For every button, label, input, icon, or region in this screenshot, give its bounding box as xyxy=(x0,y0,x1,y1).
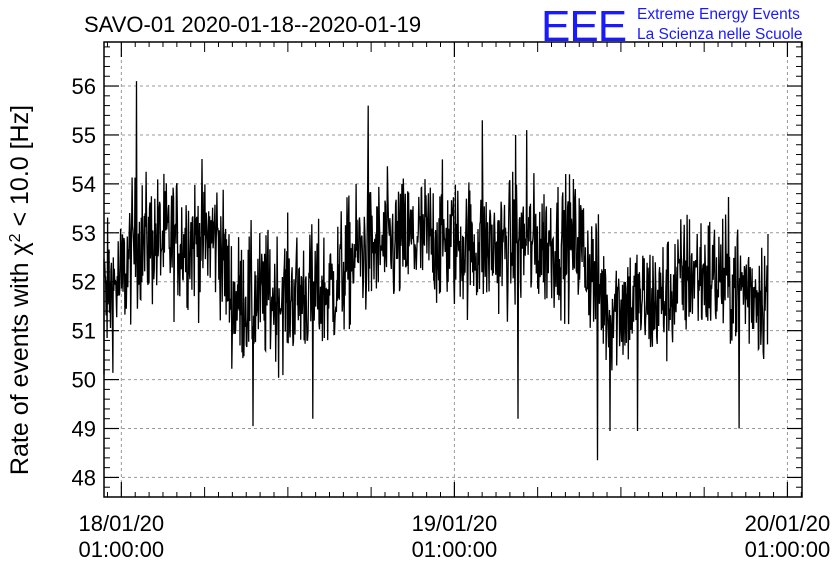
x-tick-date: 18/01/20 xyxy=(79,511,165,536)
y-tick-label: 55 xyxy=(72,123,96,148)
series-line xyxy=(103,81,769,461)
series-group xyxy=(103,81,769,461)
y-tick-label: 50 xyxy=(72,368,96,393)
x-tick-time: 01:00:00 xyxy=(79,537,165,562)
x-tick-date: 19/01/20 xyxy=(412,511,498,536)
y-tick-label: 51 xyxy=(72,319,96,344)
logo-line-1: Extreme Energy Events xyxy=(637,6,800,23)
y-tick-labels: 48 49 50 51 52 53 54 55 56 xyxy=(72,74,96,490)
y-tick-label: 52 xyxy=(72,270,96,295)
plot-frame xyxy=(103,41,803,498)
logo-mark: EEE xyxy=(541,2,626,51)
y-tick-label: 48 xyxy=(72,465,96,490)
x-tick-date: 20/01/20 xyxy=(745,511,831,536)
logo-line-2: La Scienza nelle Scuole xyxy=(637,26,802,43)
x-tick-time: 01:00:00 xyxy=(745,537,831,562)
tick-marks xyxy=(104,42,802,498)
y-tick-label: 56 xyxy=(72,74,96,99)
chart-title: SAVO-01 2020-01-18--2020-01-19 xyxy=(84,12,421,37)
y-tick-label: 54 xyxy=(72,172,96,197)
y-axis-label: Rate of events with χ2 < 10.0 [Hz] xyxy=(6,105,34,475)
x-tick-labels: 18/01/2001:00:0019/01/2001:00:0020/01/20… xyxy=(79,511,831,562)
y-tick-label: 53 xyxy=(72,221,96,246)
x-tick-time: 01:00:00 xyxy=(412,537,498,562)
eee-logo: EEE Extreme Energy Events La Scienza nel… xyxy=(541,2,802,51)
grid-lines xyxy=(104,42,802,497)
y-tick-label: 49 xyxy=(72,417,96,442)
